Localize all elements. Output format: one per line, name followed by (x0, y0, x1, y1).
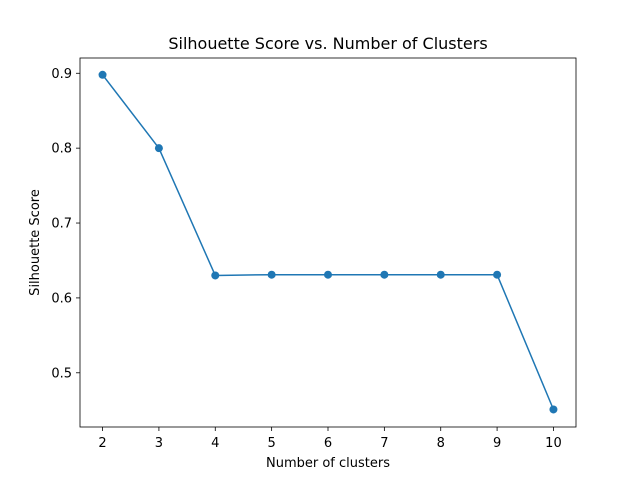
data-point (211, 271, 220, 280)
data-point (493, 270, 502, 279)
x-tick-label: 3 (155, 436, 163, 451)
y-tick-label: 0.5 (51, 366, 72, 381)
x-tick-label: 4 (211, 436, 219, 451)
y-tick-label: 0.9 (51, 67, 72, 82)
y-tick-label: 0.7 (51, 217, 72, 232)
data-point (267, 270, 276, 279)
data-point (154, 144, 163, 153)
axes-frame (79, 57, 577, 428)
x-axis-ticks: 2 3 4 5 6 7 8 9 10 (98, 427, 562, 451)
y-axis-ticks: 0.5 0.6 0.7 0.8 0.9 (51, 67, 80, 381)
data-point (436, 270, 445, 279)
y-tick-label: 0.8 (51, 142, 72, 157)
chart-title: Silhouette Score vs. Number of Clusters (168, 34, 487, 53)
data-point (98, 70, 107, 79)
y-tick-label: 0.6 (51, 291, 72, 306)
x-axis-label: Number of clusters (266, 456, 390, 471)
data-point (380, 270, 389, 279)
data-point (324, 270, 332, 279)
series-layer (98, 70, 558, 414)
data-point (549, 405, 558, 414)
x-tick-label: 7 (380, 436, 388, 451)
y-axis-label: Silhouette Score (28, 189, 43, 296)
plot-area (79, 57, 577, 428)
x-tick-label: 9 (493, 436, 501, 451)
x-tick-label: 5 (267, 436, 275, 451)
x-tick-label: 8 (437, 436, 445, 451)
x-tick-label: 10 (545, 436, 562, 451)
x-tick-label: 2 (98, 436, 106, 451)
x-tick-label: 6 (324, 436, 332, 451)
